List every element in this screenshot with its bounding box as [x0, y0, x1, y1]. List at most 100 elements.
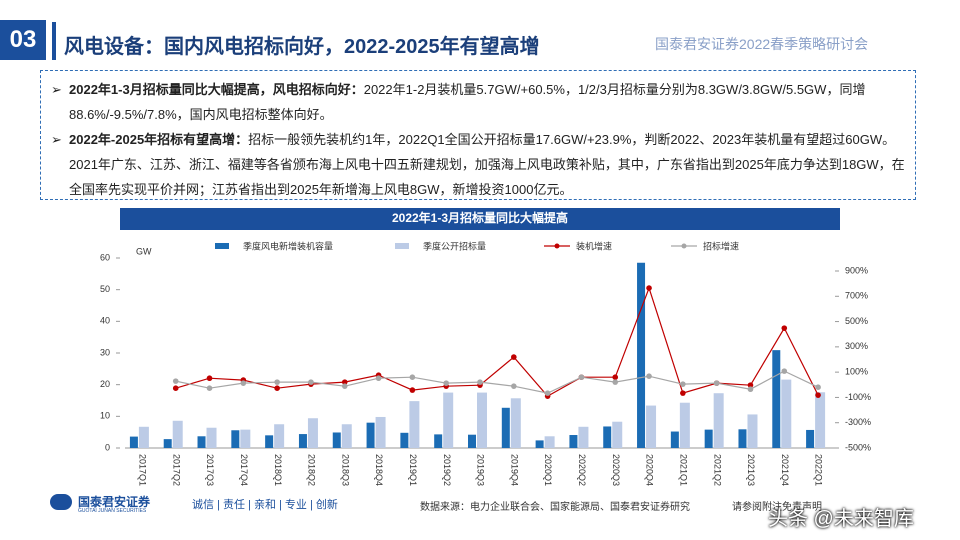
marker	[612, 379, 619, 385]
bar	[679, 402, 690, 448]
marker	[781, 325, 788, 331]
legend-swatch	[395, 243, 409, 249]
x-tick-label: 2017Q2	[171, 454, 181, 486]
y2-tick-label: -100%	[845, 392, 871, 402]
bar	[646, 405, 657, 448]
bar	[544, 436, 555, 448]
bar	[772, 350, 781, 448]
y2-tick-label: 300%	[845, 341, 868, 351]
bar	[375, 416, 386, 448]
x-tick-label: 2021Q2	[712, 454, 722, 486]
y2-tick-label: 100%	[845, 367, 868, 377]
marker	[544, 390, 551, 396]
disclaimer: 请参阅附注免责声明	[732, 502, 822, 513]
bar	[197, 436, 206, 448]
line	[175, 286, 819, 397]
legend-label: 季度公开招标量	[423, 240, 486, 251]
legend-marker	[681, 243, 687, 249]
x-tick-label: 2017Q1	[138, 454, 148, 486]
marker	[511, 354, 517, 360]
x-tick-label: 2021Q1	[678, 454, 688, 486]
marker	[646, 285, 652, 291]
bar	[477, 392, 487, 448]
marker	[646, 373, 652, 379]
x-tick-label: 2019Q2	[442, 454, 452, 486]
bar	[468, 434, 476, 448]
y2-tick-label: 900%	[845, 265, 868, 275]
x-tick-label: 2019Q4	[509, 454, 519, 486]
marker	[341, 383, 348, 389]
source: 数据来源：电力企业联合会、国家能源局、国泰君安证券研究	[420, 502, 690, 513]
marker	[815, 384, 821, 390]
marker	[341, 379, 348, 385]
x-tick-label: 2018Q4	[374, 454, 384, 486]
bar	[138, 426, 149, 448]
y-tick-label: 10	[100, 411, 110, 421]
bar	[443, 392, 454, 448]
marker	[680, 381, 686, 387]
legend-label: 招标增速	[703, 240, 739, 251]
marker	[578, 374, 585, 381]
logo-en: GUOTAI JUNAN SECURITIES	[78, 508, 147, 514]
bar	[612, 421, 623, 448]
y2-tick-label: -500%	[845, 442, 871, 452]
marker	[375, 375, 382, 382]
bar	[172, 420, 183, 448]
x-tick-label: 2019Q1	[408, 454, 418, 486]
y-tick-label: 0	[105, 442, 110, 452]
bar	[332, 432, 341, 448]
event-name: 国泰君安证券2022春季策略研讨会	[655, 36, 869, 52]
marker	[477, 379, 483, 385]
bullet: 2022年1-3月招标量同比大幅提高，风电招标向好：2022年1-2月装机量5.…	[51, 77, 905, 127]
bullet-box: 2022年1-3月招标量同比大幅提高，风电招标向好：2022年1-2月装机量5.…	[40, 70, 916, 200]
bullet-bold: 2022年1-3月招标量同比大幅提高，风电招标向好：	[69, 82, 364, 97]
bar	[240, 429, 251, 448]
bar	[274, 424, 285, 448]
bar	[400, 432, 409, 448]
x-tick-label: 2022Q1	[814, 454, 824, 486]
bar	[781, 379, 792, 448]
x-tick-label: 2020Q3	[611, 454, 621, 486]
bar	[501, 407, 510, 448]
x-tick-label: 2020Q2	[577, 454, 587, 486]
x-tick-label: 2018Q1	[273, 454, 283, 486]
y2-tick-label: -300%	[845, 417, 871, 427]
x-tick-label: 2020Q4	[645, 454, 655, 486]
bar	[603, 426, 612, 448]
bar	[510, 398, 521, 448]
bar	[569, 435, 578, 448]
marker	[206, 385, 213, 391]
title-bar	[52, 22, 56, 60]
bar	[670, 431, 679, 448]
bar	[713, 393, 724, 448]
marker	[274, 379, 280, 385]
bar	[815, 392, 826, 448]
legend-label: 装机增速	[576, 240, 612, 251]
marker	[409, 374, 416, 381]
y-axis-label: GW	[136, 246, 152, 256]
logo-icon	[50, 494, 72, 510]
marker	[815, 392, 821, 398]
bar	[366, 422, 375, 448]
x-tick-label: 2017Q3	[205, 454, 215, 486]
watermark: 头条 @未来智库	[768, 508, 914, 530]
bar	[206, 427, 217, 448]
y2-tick-label: 700%	[845, 291, 868, 301]
marker	[781, 368, 788, 374]
bar	[163, 439, 172, 448]
x-tick-label: 2019Q3	[476, 454, 486, 486]
x-tick-label: 2020Q1	[543, 454, 553, 486]
marker	[443, 380, 449, 386]
bar	[434, 434, 443, 448]
x-tick-label: 2021Q4	[780, 454, 790, 486]
chart-title: 2022年1-3月招标量同比大幅提高	[392, 210, 568, 225]
x-tick-label: 2018Q3	[340, 454, 350, 486]
x-tick-label: 2018Q2	[307, 454, 317, 486]
x-tick-label: 2017Q4	[239, 454, 249, 486]
marker	[612, 374, 619, 381]
y-tick-label: 50	[100, 284, 110, 294]
bar	[704, 429, 713, 448]
bullet-bold: 2022年-2025年招标有望高增：	[69, 132, 249, 147]
